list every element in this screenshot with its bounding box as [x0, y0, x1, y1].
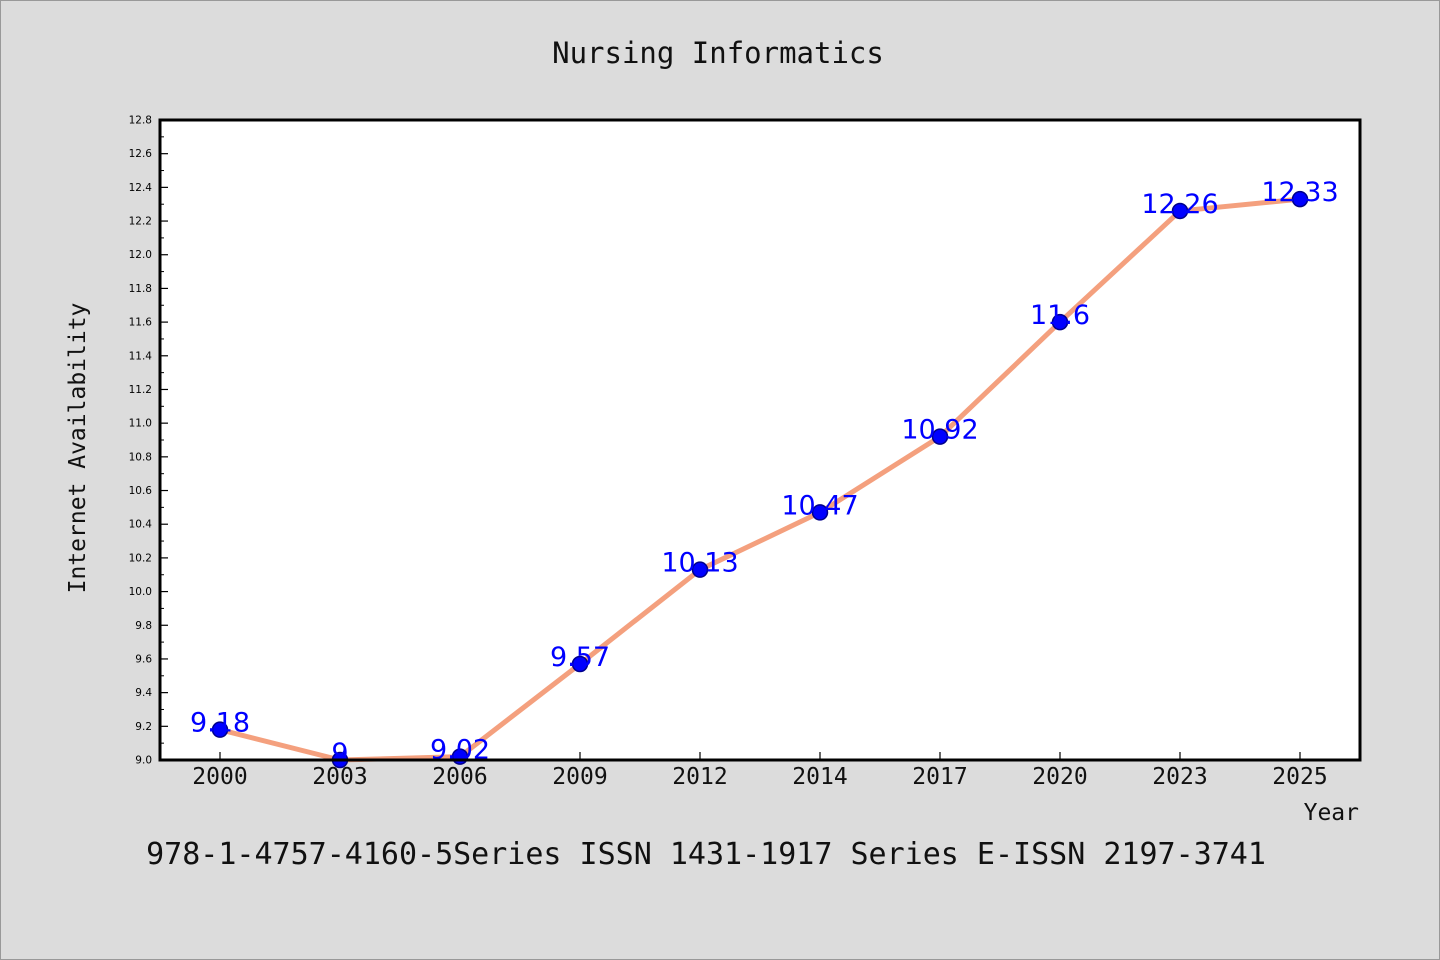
y-tick-label: 9.0: [135, 755, 152, 767]
data-point: [1171, 202, 1189, 220]
x-tick-label: 2012: [672, 764, 727, 790]
x-tick-label: 2017: [912, 764, 967, 790]
axes-group: 9.0 9.2 9.4 9.6 9.8 10.0 10.2 10.4 10.6 10.8 11.0 1…: [129, 115, 1328, 791]
data-label: 12.33: [1261, 177, 1338, 208]
data-point: [211, 721, 229, 738]
data-point: [1051, 313, 1069, 331]
data-label: 9: [331, 738, 348, 769]
y-tick-label: 9.4: [135, 687, 152, 699]
y-tick-label: 10.2: [129, 552, 152, 564]
y-tick-label: 11.4: [129, 350, 153, 362]
data-label: 12.26: [1141, 189, 1218, 220]
data-label: 10.92: [901, 415, 978, 446]
series-line: [217, 196, 1303, 763]
data-label: 10.47: [781, 490, 858, 521]
data-point: [571, 655, 589, 673]
x-tick-label: 2006: [432, 764, 487, 790]
x-tick-label: 2009: [552, 764, 607, 790]
y-axis-label: Internet Availability: [65, 303, 91, 594]
y-tick-label: 11.2: [129, 384, 152, 396]
y-tick-label: 9.6: [135, 653, 152, 665]
x-tick-label: 2025: [1272, 764, 1327, 790]
data-point: [1291, 190, 1309, 208]
x-axis-label: Year: [1304, 800, 1359, 826]
data-point: [811, 504, 829, 521]
x-tick-label: 2020: [1032, 764, 1087, 790]
y-tick-label: 12.8: [129, 115, 152, 127]
x-tick-label: 2023: [1152, 764, 1207, 790]
y-tick-label: 10.8: [129, 451, 152, 463]
footer-text: 978-1-4757-4160-5Series ISSN 1431-1917 S…: [146, 837, 1266, 872]
y-tick-label: 11.8: [129, 283, 152, 295]
data-point: [691, 561, 709, 578]
y-tick-label: 10.0: [129, 586, 152, 598]
x-tick-label: 2003: [312, 764, 367, 790]
plot-frame: [158, 118, 1362, 762]
chart-title: Nursing Informatics: [552, 36, 884, 70]
data-label: 11.6: [1030, 300, 1090, 331]
y-tick-label: 12.4: [129, 182, 153, 194]
data-label: 9.57: [550, 642, 610, 673]
y-tick-label: 11.6: [129, 317, 153, 329]
x-tick-label: 2000: [192, 764, 247, 790]
y-tick-label: 12.0: [129, 249, 152, 261]
data-point: [931, 428, 949, 445]
y-tick-label: 12.2: [129, 216, 152, 228]
y-tick-label: 9.2: [135, 721, 152, 733]
y-tick-label: 11.0: [129, 418, 152, 430]
y-tick-label: 10.6: [129, 485, 153, 497]
y-tick-label: 9.8: [135, 620, 152, 632]
y-tick-label: 12.6: [129, 148, 153, 160]
x-tick-label: 2014: [792, 764, 847, 790]
data-label: 9.18: [190, 708, 250, 739]
y-tick-label: 10.4: [129, 519, 153, 531]
data-label: 10.13: [661, 548, 738, 579]
